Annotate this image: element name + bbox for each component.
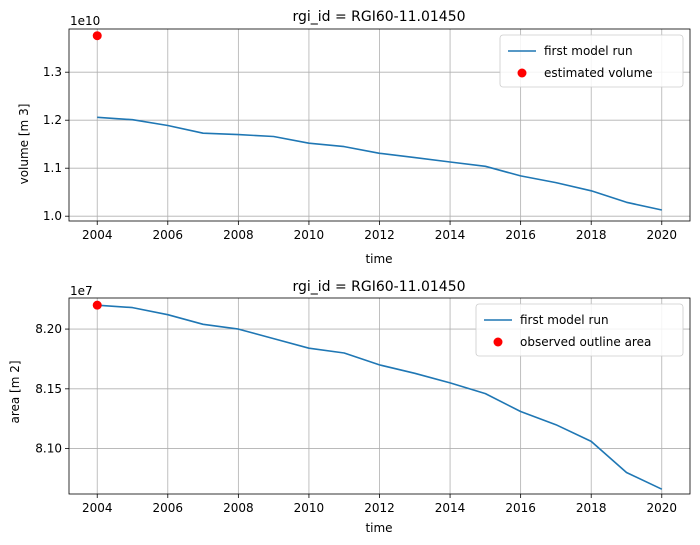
- legend-entry-label: estimated volume: [544, 66, 653, 80]
- plot-area-area: 2004 2006 2008 2010 2012 2014 2016 2018 2020 8.10…: [35, 297, 691, 515]
- chart-title: rgi_id = RGI60-11.01450: [292, 279, 465, 295]
- x-tick-label: 2006: [153, 228, 184, 242]
- series-line-first-model-run: [97, 304, 663, 490]
- x-tick-label: 2004: [82, 501, 113, 515]
- x-tick-label: 2006: [153, 501, 184, 515]
- legend: first model run estimated volume: [499, 34, 684, 88]
- x-tick-label: 2004: [82, 228, 113, 242]
- x-tick-label: 2010: [294, 228, 325, 242]
- y-tick-label: 8.15: [35, 382, 62, 396]
- x-tick-label: 2020: [646, 501, 677, 515]
- y-offset-label: 1e7: [70, 284, 93, 298]
- x-tick-label: 2018: [576, 228, 607, 242]
- x-tick-label: 2010: [294, 501, 325, 515]
- subplot-area: rgi_id = RGI60-11.01450 1e7 area [m 2] t…: [8, 279, 691, 535]
- y-tick-label: 8.20: [35, 322, 62, 336]
- legend-entry-label: observed outline area: [520, 335, 651, 349]
- y-tick-label: 1.0: [43, 209, 62, 223]
- legend: first model run observed outline area: [475, 303, 684, 357]
- legend-point-swatch: [493, 337, 503, 347]
- x-tick-label: 2014: [435, 228, 466, 242]
- y-tick-label: 8.10: [35, 442, 62, 456]
- x-tick-label: 2012: [364, 501, 395, 515]
- x-tick-label: 2008: [223, 228, 254, 242]
- x-tick-label: 2014: [435, 501, 466, 515]
- series-line-first-model-run: [97, 116, 662, 211]
- plot-area-volume: 2004 2006 2008 2010 2012 2014 2016 2018 2020 1.0 1…: [43, 28, 691, 242]
- legend-box: [475, 303, 684, 357]
- x-axis-label: time: [365, 252, 392, 266]
- y-axis-label: area [m 2]: [8, 360, 22, 423]
- legend-box: [499, 34, 684, 88]
- x-tick-label: 2016: [505, 228, 536, 242]
- x-tick-label: 2018: [576, 501, 607, 515]
- y-tick-label: 1.1: [43, 161, 62, 175]
- subplot-volume: rgi_id = RGI60-11.01450 1e10 volume [m 3…: [17, 9, 691, 266]
- x-tick-label: 2016: [505, 501, 536, 515]
- x-tick-label: 2020: [646, 228, 677, 242]
- series-point-estimated-volume: [92, 31, 102, 41]
- y-axis-label: volume [m 3]: [17, 104, 31, 185]
- x-tick-label: 2012: [364, 228, 395, 242]
- y-tick-label: 1.2: [43, 113, 62, 127]
- legend-point-swatch: [517, 68, 527, 78]
- y-tick-label: 1.3: [43, 65, 62, 79]
- legend-entry-label: first model run: [520, 313, 609, 327]
- y-offset-label: 1e10: [70, 14, 100, 28]
- legend-entry-label: first model run: [544, 44, 633, 58]
- x-tick-label: 2008: [223, 501, 254, 515]
- chart-title: rgi_id = RGI60-11.01450: [292, 9, 465, 25]
- series-point-observed-outline-area: [92, 300, 102, 310]
- x-axis-label: time: [365, 521, 392, 535]
